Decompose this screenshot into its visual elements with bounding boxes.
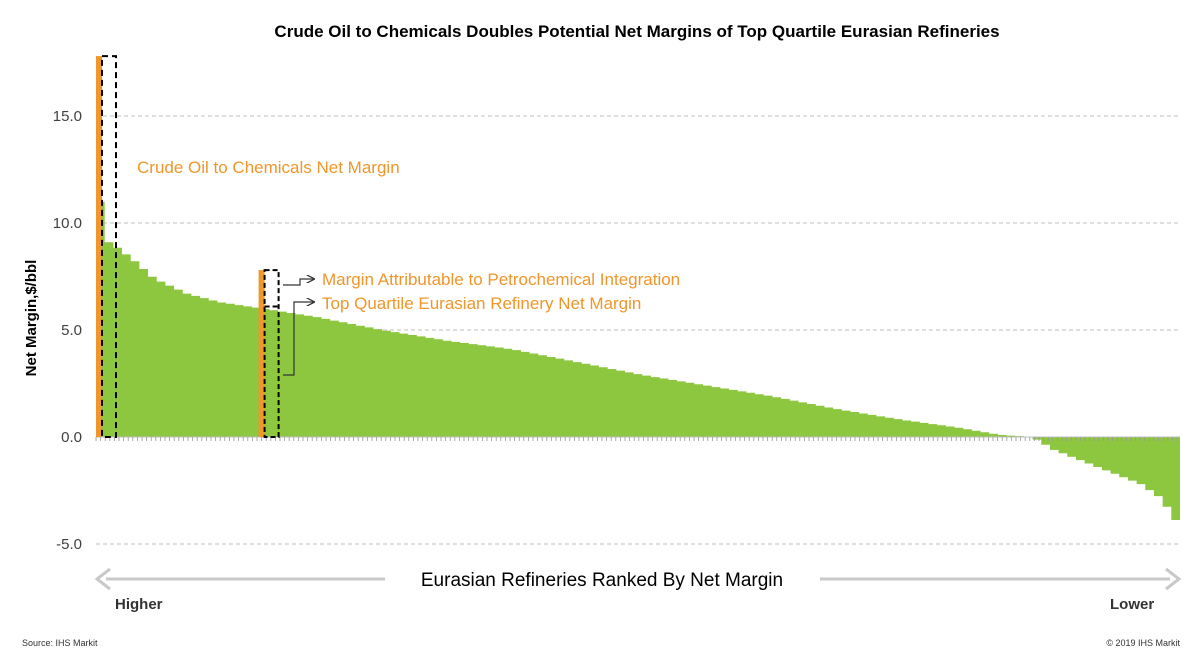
y-tick-label: 10.0: [53, 215, 82, 232]
copyright-note: © 2019 IHS Markit: [1106, 638, 1180, 648]
y-tick-label: 0.0: [61, 429, 82, 446]
x-axis-right-label: Lower: [1110, 596, 1154, 613]
integration-bracket-connector: [283, 279, 314, 286]
annotation-petrochemical-integration: Margin Attributable to Petrochemical Int…: [322, 270, 680, 289]
gridlines: [96, 115, 1180, 545]
chart-title: Crude Oil to Chemicals Doubles Potential…: [274, 22, 999, 41]
y-axis-label: Net Margin,$/bbl: [23, 260, 40, 377]
annotation-crude-to-chemicals: Crude Oil to Chemicals Net Margin: [137, 158, 400, 177]
x-axis-label: Eurasian Refineries Ranked By Net Margin: [421, 570, 783, 591]
x-axis-ticks: [95, 437, 1178, 441]
net-margin-area: [96, 201, 1180, 527]
annotation-top-quartile: Top Quartile Eurasian Refinery Net Margi…: [322, 294, 641, 313]
y-tick-label: 15.0: [53, 108, 82, 125]
source-note: Source: IHS Markit: [22, 638, 98, 648]
top-quartile-dashed-box: [263, 269, 280, 438]
top-quartile-bracket-connector: [283, 302, 314, 376]
x-axis-left-label: Higher: [115, 596, 163, 613]
y-axis-ticks: 15.0 10.0 5.0 0.0 -5.0: [53, 108, 82, 553]
top-quartile-bar: [258, 270, 265, 437]
crude-to-chemicals-bar: [96, 56, 102, 438]
y-tick-label: -5.0: [56, 536, 82, 553]
y-tick-label: 5.0: [61, 322, 82, 339]
crude-to-chemicals-dashed-box: [101, 55, 117, 439]
x-axis-arrow: [94, 567, 1182, 591]
